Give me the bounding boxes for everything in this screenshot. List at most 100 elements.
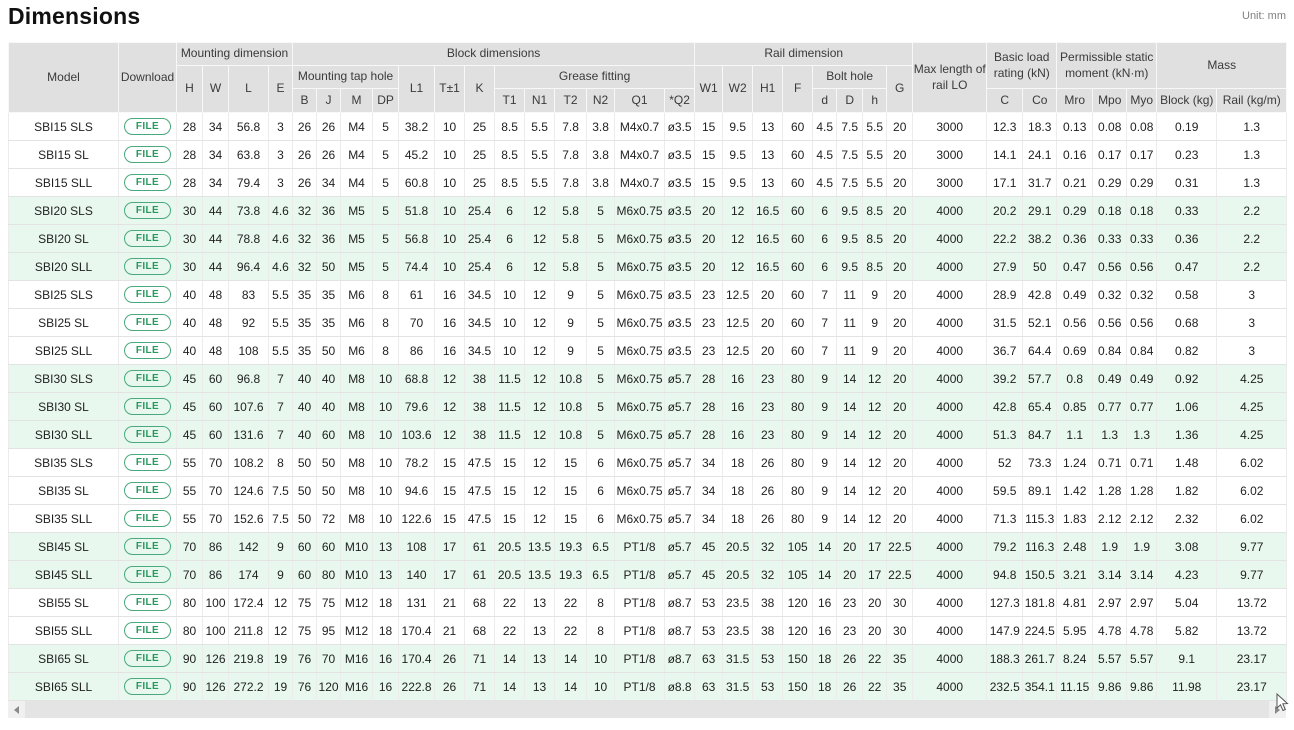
value-cell: 60.8: [398, 168, 436, 197]
value-cell: 60: [782, 336, 814, 365]
value-cell: 0.56: [1092, 308, 1128, 337]
value-cell: 15: [554, 476, 588, 505]
download-cell: FILE: [118, 224, 177, 253]
value-cell: 80: [782, 420, 814, 449]
file-download-button[interactable]: FILE: [123, 510, 172, 527]
value-cell: 22.2: [986, 224, 1024, 253]
value-cell: 20: [886, 476, 914, 505]
value-cell: 25.4: [464, 196, 496, 225]
value-cell: 84.7: [1022, 420, 1058, 449]
download-cell: FILE: [118, 616, 177, 645]
file-download-button[interactable]: FILE: [123, 454, 172, 471]
col-header-h1: H1: [752, 65, 784, 113]
value-cell: 18: [722, 448, 754, 477]
value-cell: 5.5: [862, 168, 888, 197]
file-download-button[interactable]: FILE: [123, 118, 172, 135]
value-cell: M6x0.75: [614, 392, 666, 421]
value-cell: 44: [202, 252, 229, 281]
scroll-left-button[interactable]: [8, 701, 25, 718]
value-cell: 13.5: [524, 532, 556, 561]
value-cell: 108.2: [228, 448, 269, 477]
value-cell: ø5.7: [664, 560, 696, 589]
value-cell: 10: [586, 644, 616, 673]
file-download-button[interactable]: FILE: [123, 174, 172, 191]
file-download-button[interactable]: FILE: [123, 370, 172, 387]
value-cell: 0.68: [1156, 308, 1218, 337]
value-cell: 50: [292, 448, 318, 477]
value-cell: 1.3: [1126, 420, 1158, 449]
file-download-button[interactable]: FILE: [123, 650, 172, 667]
table-row: SBI15 SLS FILE 28 34 56.8 3 26 26 M4 5 38.2 10 25 8.5…: [8, 112, 1288, 141]
value-cell: 44: [202, 224, 229, 253]
value-cell: 60: [782, 252, 814, 281]
value-cell: 25.4: [464, 252, 496, 281]
file-download-button[interactable]: FILE: [123, 482, 172, 499]
col-header-h: H: [176, 65, 203, 113]
value-cell: ø3.5: [664, 252, 696, 281]
value-cell: 12: [524, 336, 556, 365]
value-cell: 3: [1216, 336, 1288, 365]
horizontal-scrollbar[interactable]: [8, 701, 1286, 718]
file-download-button[interactable]: FILE: [123, 230, 172, 247]
value-cell: 211.8: [228, 616, 269, 645]
value-cell: 6: [586, 504, 616, 533]
value-cell: 55: [176, 504, 203, 533]
value-cell: 2.12: [1092, 504, 1128, 533]
table-row: SBI20 SLS FILE 30 44 73.8 4.6 32 36 M5 5 51.8 10 25.…: [8, 196, 1288, 225]
value-cell: 8.5: [862, 224, 888, 253]
col-header-k: K: [464, 65, 496, 113]
file-download-button[interactable]: FILE: [123, 678, 172, 695]
value-cell: M16: [340, 644, 374, 673]
value-cell: 17: [862, 560, 888, 589]
value-cell: 63.8: [228, 140, 269, 169]
file-download-button[interactable]: FILE: [123, 622, 172, 639]
value-cell: 18: [812, 644, 838, 673]
file-download-button[interactable]: FILE: [123, 202, 172, 219]
value-cell: 20: [694, 252, 724, 281]
group-header-mounting-tap-hole: Mounting tap hole: [292, 65, 400, 89]
file-download-button[interactable]: FILE: [123, 538, 172, 555]
value-cell: 35: [886, 644, 914, 673]
value-cell: 10: [372, 504, 400, 533]
value-cell: 80: [316, 560, 342, 589]
file-download-button[interactable]: FILE: [123, 286, 172, 303]
value-cell: 5: [586, 336, 616, 365]
value-cell: 7: [812, 336, 838, 365]
model-name: SBI65 SL: [8, 644, 119, 673]
value-cell: 61: [398, 280, 436, 309]
value-cell: 18: [372, 616, 400, 645]
value-cell: 0.33: [1126, 224, 1158, 253]
value-cell: 50: [292, 476, 318, 505]
value-cell: 9.5: [722, 112, 754, 141]
scroll-right-button[interactable]: [1269, 701, 1286, 718]
file-download-button[interactable]: FILE: [123, 146, 172, 163]
file-download-button[interactable]: FILE: [123, 342, 172, 359]
file-download-button[interactable]: FILE: [123, 314, 172, 331]
value-cell: 100: [202, 616, 229, 645]
scrollbar-thumb[interactable]: [25, 701, 1269, 718]
value-cell: 126: [202, 644, 229, 673]
value-cell: 20: [836, 560, 864, 589]
value-cell: 11.5: [494, 364, 526, 393]
table-row: SBI55 SL FILE 80 100 172.4 12 75 75 M12 18 131 21 68…: [8, 588, 1288, 617]
value-cell: 47.5: [464, 504, 496, 533]
value-cell: 34.5: [464, 336, 496, 365]
value-cell: 3000: [912, 168, 988, 197]
value-cell: 105: [782, 532, 814, 561]
value-cell: 34: [202, 168, 229, 197]
value-cell: 16: [722, 364, 754, 393]
value-cell: 6: [494, 224, 526, 253]
file-download-button[interactable]: FILE: [123, 566, 172, 583]
file-download-button[interactable]: FILE: [123, 398, 172, 415]
value-cell: 6: [812, 224, 838, 253]
file-download-button[interactable]: FILE: [123, 426, 172, 443]
value-cell: 0.85: [1056, 392, 1094, 421]
file-download-button[interactable]: FILE: [123, 594, 172, 611]
value-cell: 25: [464, 168, 496, 197]
value-cell: 2.12: [1126, 504, 1158, 533]
value-cell: 50: [292, 504, 318, 533]
value-cell: 48: [202, 336, 229, 365]
col-header-d-small: d: [812, 88, 838, 113]
value-cell: 4.6: [268, 224, 294, 253]
file-download-button[interactable]: FILE: [123, 258, 172, 275]
